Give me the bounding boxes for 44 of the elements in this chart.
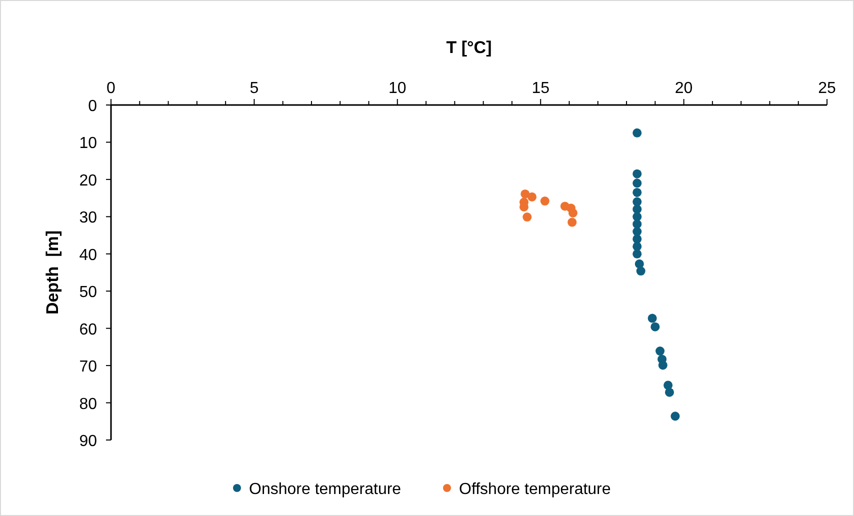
x-tick-label: 20 <box>674 80 693 97</box>
y-tick-label: 10 <box>79 135 98 152</box>
point <box>632 212 642 222</box>
point <box>632 188 642 197</box>
x-tick-label: 10 <box>388 80 406 97</box>
y-tick-label: 60 <box>79 321 98 338</box>
point <box>632 178 642 188</box>
y-tick-label: 50 <box>79 284 98 302</box>
point <box>568 218 577 227</box>
y-tick-label: 80 <box>79 396 98 413</box>
point <box>540 196 550 206</box>
point <box>632 227 642 236</box>
y-tick-label: 0 <box>88 98 98 115</box>
point <box>670 412 680 421</box>
y-tick-label: 90 <box>79 433 98 450</box>
legend-label: Onshore temperature <box>249 481 402 498</box>
y-tick-label: 30 <box>79 210 98 227</box>
point <box>568 208 578 218</box>
point <box>650 322 660 332</box>
point <box>632 197 642 206</box>
x-tick-label: 5 <box>250 80 259 97</box>
x-axis-title: T [°C] <box>446 38 492 57</box>
x-tick-label: 0 <box>106 80 116 97</box>
y-tick-label: 70 <box>79 358 98 376</box>
y-axis-title: Depth [m] <box>43 230 62 315</box>
y-tick-label: 20 <box>79 172 98 190</box>
point <box>656 346 665 356</box>
point <box>632 128 642 138</box>
point <box>632 242 642 251</box>
point <box>636 266 646 276</box>
point <box>632 234 642 244</box>
x-tick-label: 25 <box>818 80 836 97</box>
point <box>522 212 532 222</box>
y-tick-label: 40 <box>79 246 98 264</box>
legend-label: Offshore temperature <box>459 481 611 498</box>
point <box>632 169 642 178</box>
point <box>664 388 674 397</box>
point <box>632 204 642 214</box>
point <box>632 249 642 258</box>
point <box>632 220 642 229</box>
point <box>658 360 668 370</box>
x-tick-label: 15 <box>532 80 550 97</box>
point <box>648 314 657 323</box>
point <box>527 192 537 202</box>
